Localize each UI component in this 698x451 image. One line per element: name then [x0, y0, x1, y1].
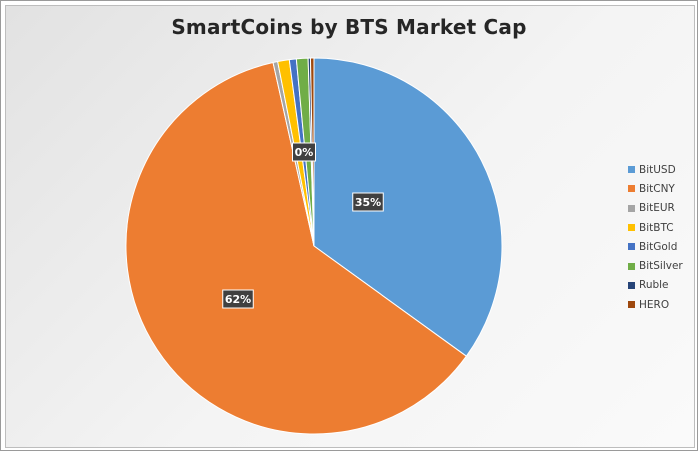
legend-item-bitsilver: BitSilver [628, 256, 694, 275]
legend-label: HERO [639, 298, 670, 311]
legend-item-hero: HERO [628, 295, 694, 314]
legend-swatch [628, 301, 635, 309]
legend-label: BitBTC [639, 221, 674, 234]
legend-label: BitGold [639, 240, 678, 253]
legend-item-bitusd: BitUSD [628, 160, 694, 179]
legend-item-bitbtc: BitBTC [628, 218, 694, 237]
chart-title: SmartCoins by BTS Market Cap [171, 15, 527, 39]
pie-slice-bitcny [125, 61, 468, 435]
legend-swatch [628, 185, 635, 193]
legend-label: Ruble [639, 279, 669, 292]
legend-swatch [628, 166, 635, 174]
legend-swatch [628, 224, 635, 232]
legend-swatch [628, 204, 635, 212]
legend-item-ruble: Ruble [628, 276, 694, 295]
legend-swatch [628, 281, 635, 289]
legend-item-bitcny: BitCNY [628, 179, 694, 198]
pie-slice-bitusd [313, 57, 503, 357]
legend-item-bitgold: BitGold [628, 237, 694, 256]
legend-swatch [628, 243, 635, 251]
legend-swatch [628, 262, 635, 270]
legend-label: BitUSD [639, 163, 676, 176]
svg-text:0%: 0% [295, 146, 314, 159]
legend-label: BitCNY [639, 182, 675, 195]
legend-item-biteur: BitEUR [628, 199, 694, 218]
chart-legend: BitUSD BitCNY BitEUR BitBTC BitGold BitSilver… [628, 160, 694, 314]
data-label-small-slices: 0% [292, 142, 316, 162]
pie-slices [125, 57, 503, 435]
legend-label: BitSilver [639, 260, 683, 273]
svg-text:35%: 35% [355, 196, 381, 209]
data-label-bitusd: 35% [352, 192, 384, 212]
data-label-bitcny: 62% [222, 289, 254, 309]
svg-text:62%: 62% [225, 293, 251, 306]
pie-labels: 35% 62% 0% [222, 142, 384, 309]
legend-label: BitEUR [639, 202, 675, 215]
